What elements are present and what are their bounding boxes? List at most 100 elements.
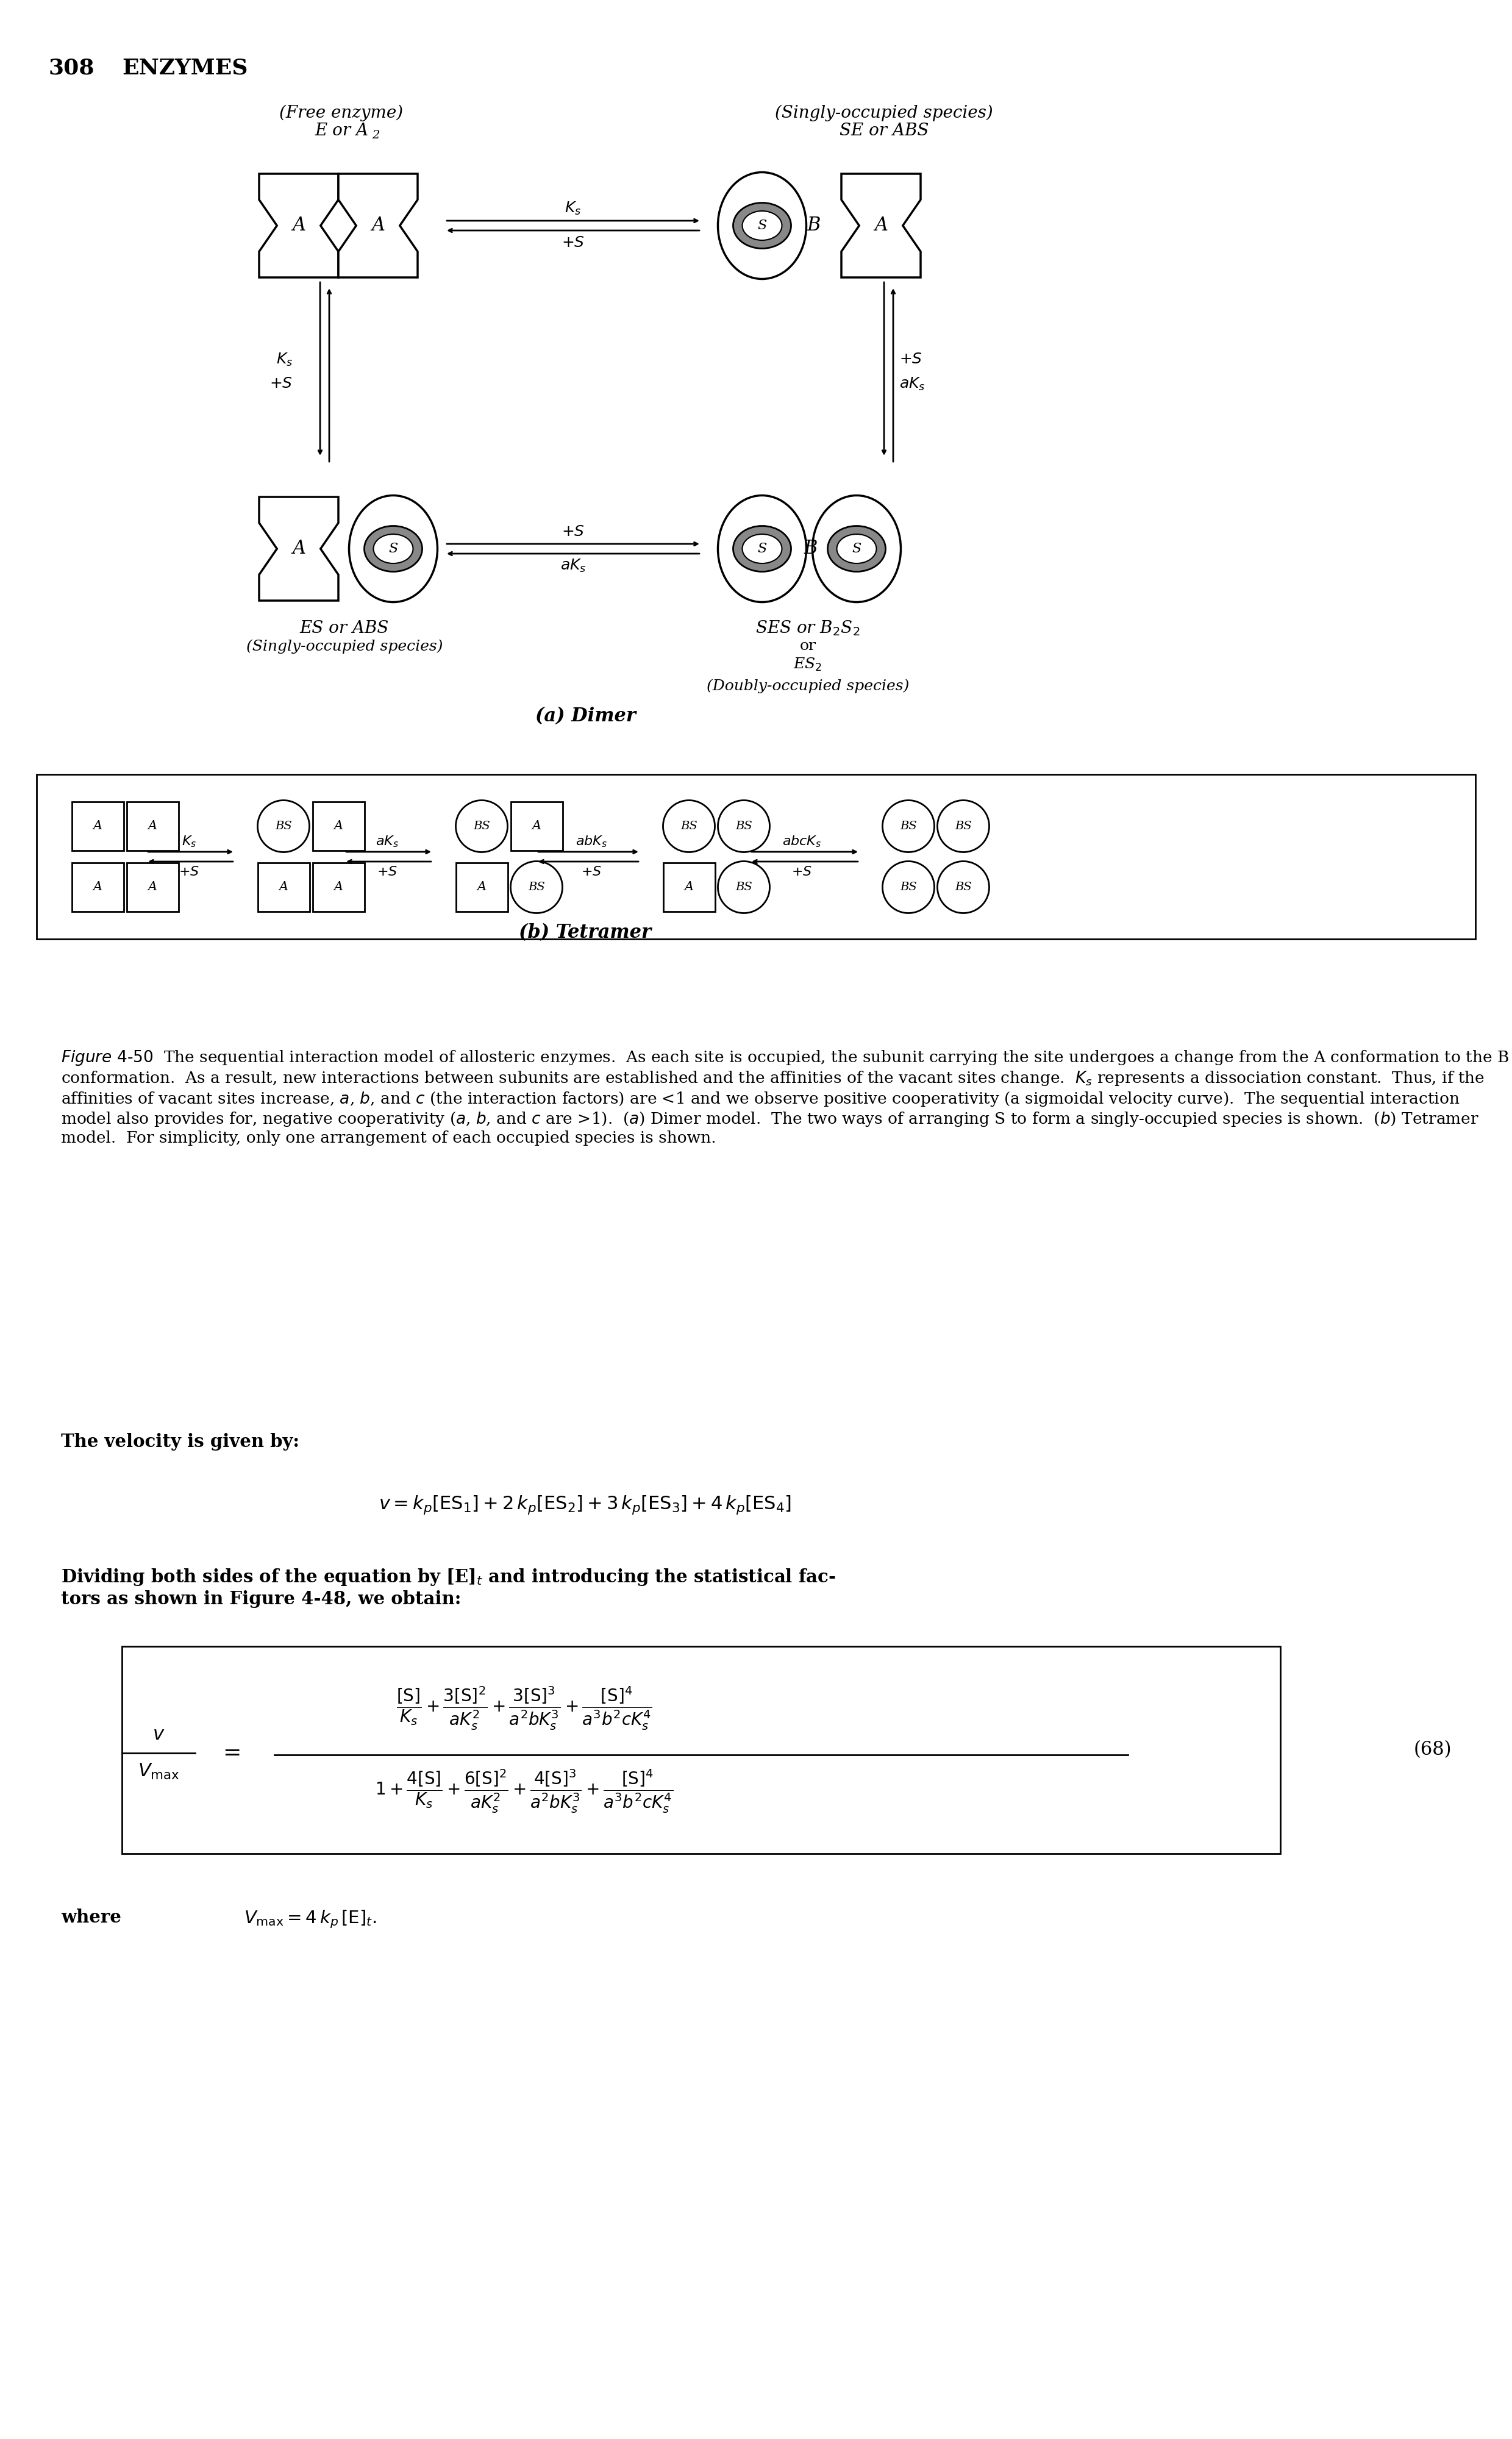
Text: A: A [92, 820, 103, 832]
Text: $V_{\mathrm{max}}$: $V_{\mathrm{max}}$ [138, 1761, 180, 1780]
Ellipse shape [718, 861, 770, 912]
Bar [664, 863, 715, 912]
Ellipse shape [883, 861, 934, 912]
Ellipse shape [257, 800, 310, 851]
Ellipse shape [349, 495, 437, 602]
Bar [122, 1646, 1281, 1854]
Text: =: = [222, 1741, 240, 1763]
Text: BS: BS [735, 880, 753, 893]
Text: $K_s$: $K_s$ [565, 200, 582, 217]
Text: $+S$: $+S$ [581, 866, 602, 878]
Text: E or A: E or A [314, 122, 369, 139]
Text: $K_s$: $K_s$ [277, 351, 293, 368]
Text: SES or B$_2$S$_2$: SES or B$_2$S$_2$ [756, 620, 860, 637]
PathPatch shape [841, 173, 921, 278]
Text: A: A [278, 880, 289, 893]
Ellipse shape [742, 534, 782, 563]
Ellipse shape [511, 861, 562, 912]
Text: $1 + \dfrac{4[\mathrm{S}]}{K_s} + \dfrac{6[\mathrm{S}]^2}{aK_s^2} + \dfrac{4[\ma: $1 + \dfrac{4[\mathrm{S}]}{K_s} + \dfrac… [375, 1768, 673, 1815]
Text: S: S [851, 541, 862, 556]
Text: BS: BS [900, 880, 916, 893]
Text: BS: BS [528, 880, 544, 893]
Text: A: A [334, 880, 343, 893]
Text: $aK_s$: $aK_s$ [900, 376, 925, 393]
Text: BS: BS [680, 820, 697, 832]
PathPatch shape [339, 173, 417, 278]
Bar [257, 863, 310, 912]
Text: $+S$: $+S$ [561, 237, 585, 251]
Text: $abcK_s$: $abcK_s$ [782, 834, 821, 849]
Ellipse shape [883, 800, 934, 851]
Ellipse shape [718, 495, 806, 602]
Text: BS: BS [956, 880, 972, 893]
Text: A: A [292, 539, 305, 559]
Text: A: A [92, 880, 103, 893]
Text: $+S$: $+S$ [376, 866, 398, 878]
Text: A: A [874, 217, 888, 234]
Text: BS: BS [473, 820, 490, 832]
Text: $K_s$: $K_s$ [181, 834, 197, 849]
Text: B: B [807, 217, 821, 234]
Bar [127, 802, 178, 851]
Ellipse shape [664, 800, 715, 851]
Text: $abK_s$: $abK_s$ [576, 834, 608, 849]
Text: $V_{\mathrm{max}} = 4\,k_p\,[\mathrm{E}]_t.$: $V_{\mathrm{max}} = 4\,k_p\,[\mathrm{E}]… [243, 1907, 376, 1929]
Text: A: A [476, 880, 487, 893]
Text: $+S$: $+S$ [269, 378, 293, 390]
Text: A: A [148, 880, 157, 893]
Bar [127, 863, 178, 912]
Text: $v$: $v$ [153, 1724, 165, 1744]
Text: $+S$: $+S$ [178, 866, 200, 878]
Text: (68): (68) [1414, 1741, 1452, 1759]
Text: ENZYMES: ENZYMES [122, 59, 248, 78]
Text: S: S [758, 541, 767, 556]
Bar [71, 802, 124, 851]
Text: A: A [292, 217, 305, 234]
Ellipse shape [364, 527, 422, 571]
Text: A: A [334, 820, 343, 832]
Text: (a) Dimer: (a) Dimer [535, 707, 635, 727]
PathPatch shape [259, 173, 339, 278]
Bar [71, 863, 124, 912]
Ellipse shape [742, 212, 782, 241]
Text: ES$_2$: ES$_2$ [794, 656, 823, 673]
Ellipse shape [373, 534, 413, 563]
Ellipse shape [937, 800, 989, 851]
Ellipse shape [718, 800, 770, 851]
Ellipse shape [455, 800, 508, 851]
Bar [313, 863, 364, 912]
Text: S: S [389, 541, 398, 556]
Ellipse shape [827, 527, 886, 571]
Text: (Singly-occupied species): (Singly-occupied species) [246, 639, 443, 654]
Text: $v = k_p[\mathrm{ES}_1] + 2\,k_p[\mathrm{ES}_2] + 3\,k_p[\mathrm{ES}_3] + 4\,k_p: $v = k_p[\mathrm{ES}_1] + 2\,k_p[\mathrm… [380, 1493, 792, 1515]
Text: BS: BS [900, 820, 916, 832]
Text: $aK_s$: $aK_s$ [559, 559, 587, 573]
Text: A: A [532, 820, 541, 832]
Bar [313, 802, 364, 851]
Text: $aK_s$: $aK_s$ [375, 834, 399, 849]
Bar [36, 776, 1476, 939]
Bar [455, 863, 508, 912]
Text: SE or ABS: SE or ABS [839, 122, 928, 139]
Text: where: where [60, 1907, 121, 1927]
Text: 2: 2 [372, 129, 380, 141]
Text: BS: BS [275, 820, 292, 832]
Text: Dividing both sides of the equation by [E]$_t$ and introducing the statistical f: Dividing both sides of the equation by [… [60, 1568, 836, 1607]
PathPatch shape [259, 498, 339, 600]
Ellipse shape [718, 173, 806, 278]
Text: $+S$: $+S$ [561, 524, 585, 539]
Text: $\dfrac{[\mathrm{S}]}{K_s} + \dfrac{3[\mathrm{S}]^2}{aK_s^2} + \dfrac{3[\mathrm{: $\dfrac{[\mathrm{S}]}{K_s} + \dfrac{3[\m… [396, 1685, 652, 1732]
Ellipse shape [733, 527, 791, 571]
Text: 308: 308 [48, 59, 95, 78]
Text: (b) Tetramer: (b) Tetramer [519, 924, 652, 941]
Ellipse shape [812, 495, 901, 602]
Text: S: S [758, 220, 767, 232]
Text: or: or [800, 639, 816, 654]
Ellipse shape [733, 202, 791, 249]
Text: (Free enzyme): (Free enzyme) [280, 105, 404, 122]
Text: A: A [685, 880, 694, 893]
Text: (Doubly-occupied species): (Doubly-occupied species) [706, 678, 909, 693]
Text: ES or ABS: ES or ABS [299, 620, 389, 637]
Text: A: A [148, 820, 157, 832]
Text: (Singly-occupied species): (Singly-occupied species) [776, 105, 993, 122]
